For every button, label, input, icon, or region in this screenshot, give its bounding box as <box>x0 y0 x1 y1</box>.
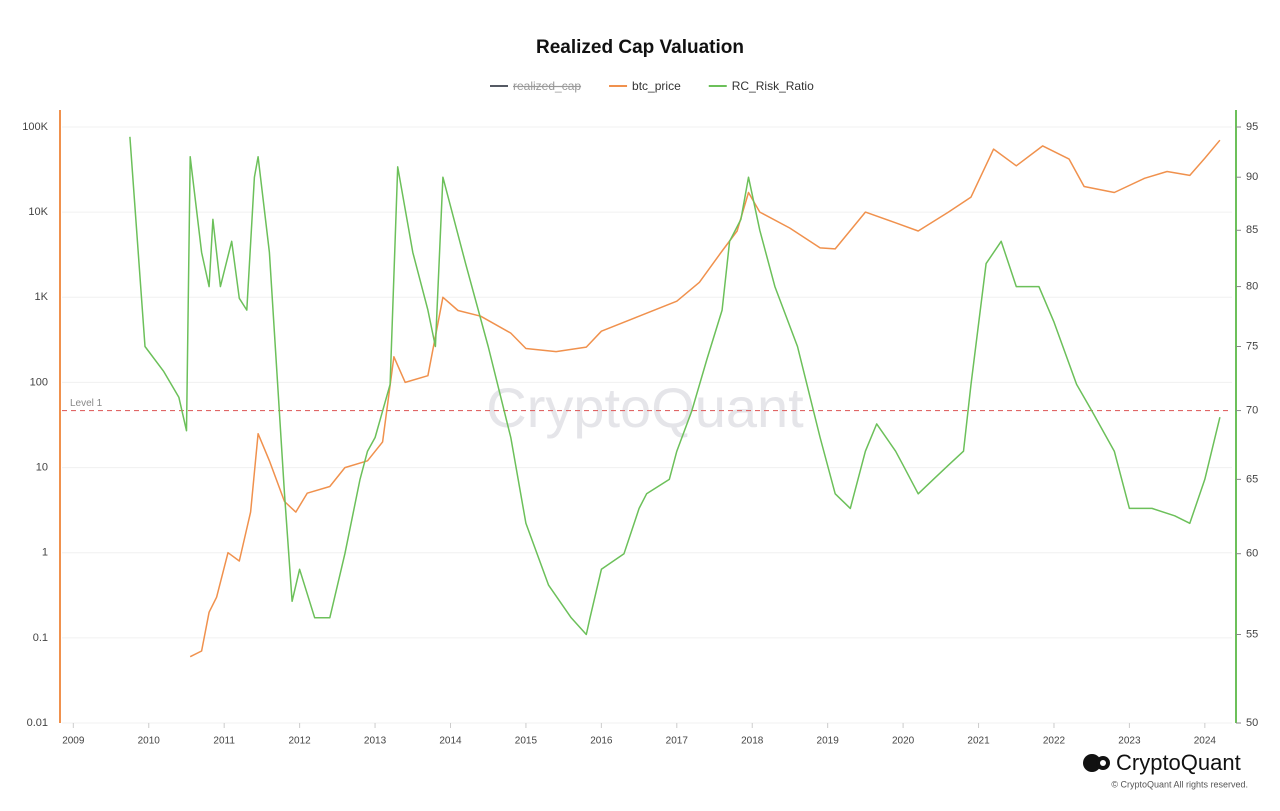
x-tick-label: 2009 <box>62 736 85 747</box>
y2-tick-label: 95 <box>1246 121 1258 133</box>
x-tick-label: 2024 <box>1194 736 1217 747</box>
x-tick-label: 2019 <box>817 736 840 747</box>
y2-tick-label: 65 <box>1246 473 1258 485</box>
y2-tick-label: 70 <box>1246 404 1258 416</box>
x-tick-label: 2017 <box>666 736 689 747</box>
brand-logo <box>1083 754 1110 772</box>
series-line <box>129 136 1221 636</box>
y-tick-label: 0.01 <box>27 717 48 729</box>
x-tick-label: 2014 <box>439 736 462 747</box>
x-tick-label: 2015 <box>515 736 538 747</box>
y-tick-label: 1K <box>35 291 49 303</box>
x-tick-label: 2012 <box>288 736 311 747</box>
copyright: © CryptoQuant All rights reserved. <box>1111 779 1248 789</box>
y2-tick-label: 85 <box>1246 224 1258 236</box>
legend-label: btc_price <box>632 79 681 93</box>
annotation-label: Level 1 <box>70 398 103 409</box>
y-tick-label: 1 <box>42 547 48 559</box>
y2-tick-label: 60 <box>1246 548 1258 560</box>
y-tick-label: 10K <box>28 206 48 218</box>
legend-label: RC_Risk_Ratio <box>732 79 814 93</box>
x-tick-label: 2013 <box>364 736 387 747</box>
y2-tick-label: 55 <box>1246 628 1258 640</box>
brand: CryptoQuant <box>1116 750 1241 775</box>
x-tick-label: 2023 <box>1118 736 1141 747</box>
x-tick-label: 2010 <box>138 736 161 747</box>
series-line <box>189 139 1221 658</box>
x-tick-label: 2018 <box>741 736 764 747</box>
y2-tick-label: 90 <box>1246 171 1258 183</box>
x-tick-label: 2021 <box>967 736 990 747</box>
x-tick-label: 2011 <box>213 736 235 747</box>
y2-tick-label: 75 <box>1246 340 1258 352</box>
y-tick-label: 100 <box>30 376 48 388</box>
x-tick-label: 2022 <box>1043 736 1066 747</box>
legend-label: realized_cap <box>513 79 581 93</box>
y-tick-label: 0.1 <box>33 632 48 644</box>
x-tick-label: 2016 <box>590 736 613 747</box>
watermark: CryptoQuant <box>486 376 804 439</box>
y2-tick-label: 80 <box>1246 280 1258 292</box>
y2-tick-label: 50 <box>1246 717 1258 729</box>
chart-title: Realized Cap Valuation <box>536 37 744 58</box>
x-tick-label: 2020 <box>892 736 915 747</box>
y-tick-label: 10 <box>36 461 48 473</box>
y-tick-label: 100K <box>22 121 48 133</box>
